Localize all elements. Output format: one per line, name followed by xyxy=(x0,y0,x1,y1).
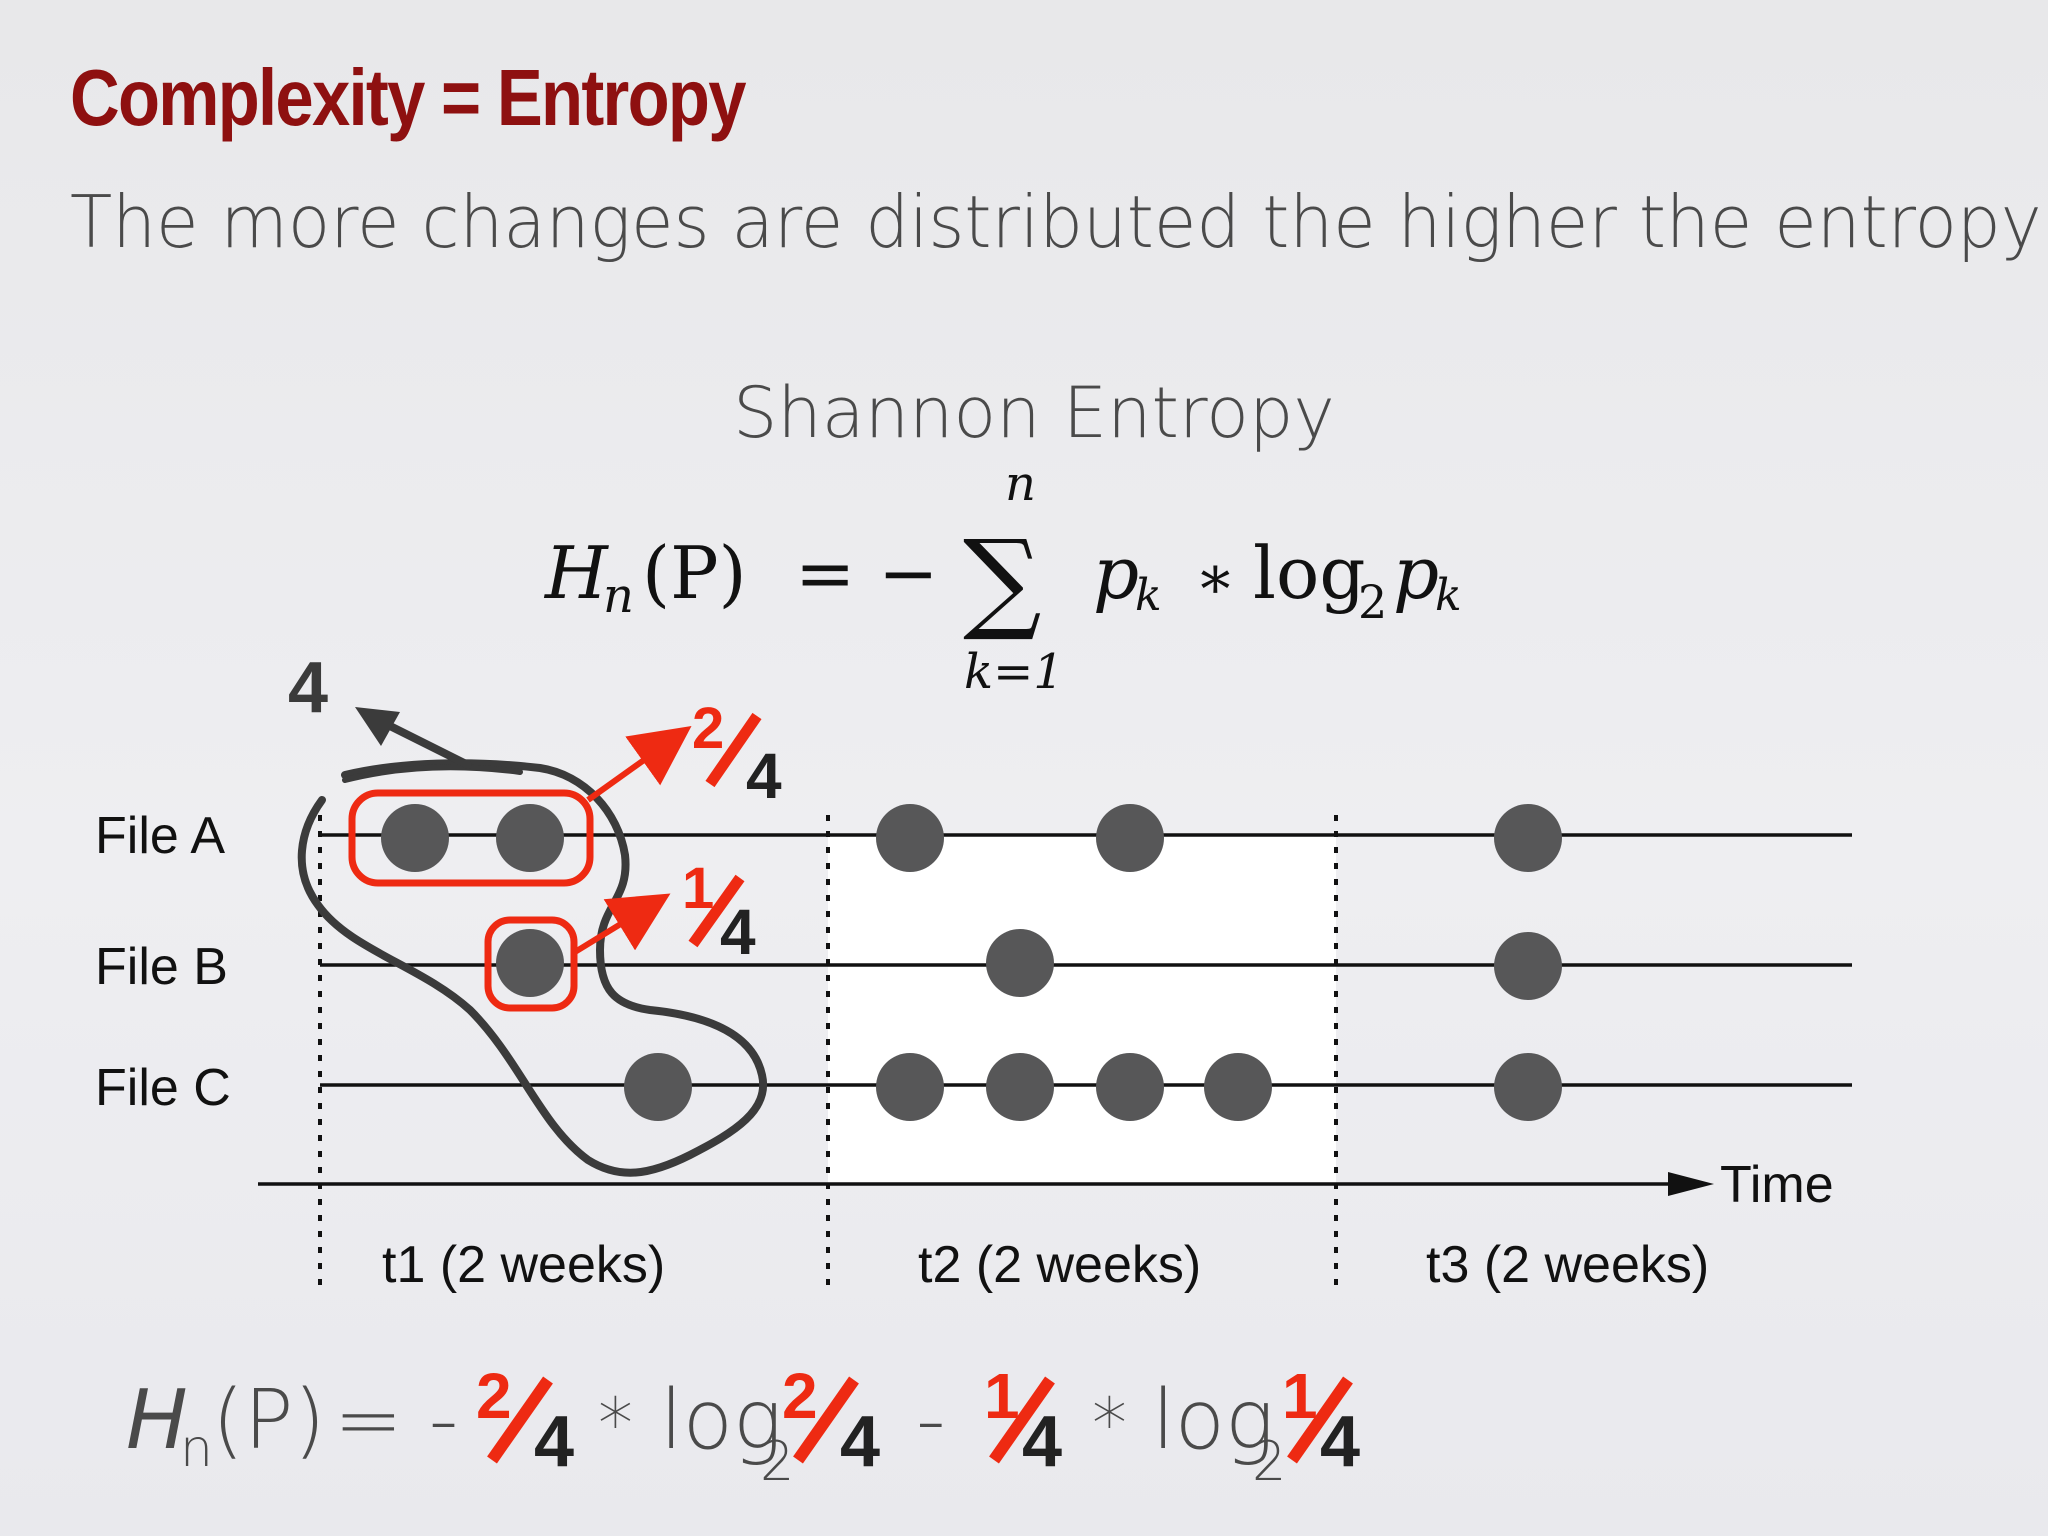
file-b-label: File B xyxy=(95,938,228,996)
change-dot-a-t3-1 xyxy=(1494,804,1562,872)
worked-term2b-den: 4 xyxy=(1320,1402,1360,1482)
formula-log: log xyxy=(1253,531,1365,615)
worked-term2-num: 1 xyxy=(984,1360,1020,1432)
formula-h: H xyxy=(543,531,609,615)
period-t2-label: t2 (2 weeks) xyxy=(918,1236,1201,1294)
worked-term2-slash xyxy=(989,1376,1055,1464)
worked-log-1: log xyxy=(660,1373,782,1468)
change-dot-c-t2-2 xyxy=(986,1053,1054,1121)
worked-equals: = - xyxy=(334,1373,458,1468)
fraction-a-numerator: 2 xyxy=(692,696,724,761)
worked-minus: - xyxy=(916,1373,946,1468)
file-a-label: File A xyxy=(95,807,225,865)
fraction-a-denominator: 4 xyxy=(746,740,782,812)
change-dot-b-t2-1 xyxy=(986,929,1054,997)
worked-args: (P) xyxy=(212,1373,325,1468)
fraction-a-slash xyxy=(705,712,762,788)
worked-term1-den: 4 xyxy=(534,1402,574,1482)
change-dot-c-t2-1 xyxy=(876,1053,944,1121)
formula-lower-limit: k=1 xyxy=(964,644,1064,700)
change-dot-c-t3-1 xyxy=(1494,1053,1562,1121)
formula-k2: k xyxy=(1435,570,1462,621)
worked-h-sub: n xyxy=(180,1419,213,1479)
file-b-share-arrow xyxy=(573,893,671,955)
worked-h: H xyxy=(126,1373,188,1468)
change-dot-c-t2-4 xyxy=(1204,1053,1272,1121)
worked-times-1: * xyxy=(598,1383,633,1465)
change-dot-a-t2-2 xyxy=(1096,804,1164,872)
formula-p2: p xyxy=(1393,531,1439,615)
worked-log-base-2: 2 xyxy=(1252,1430,1286,1493)
formula-heading: Shannon Entropy xyxy=(733,372,1335,454)
change-dot-a-t1-2 xyxy=(496,804,564,872)
period-t2-background xyxy=(828,835,1336,1184)
formula-args: (P) xyxy=(642,531,747,615)
worked-times-2: * xyxy=(1092,1383,1127,1465)
slide-subtitle: The more changes are distributed the hig… xyxy=(70,180,2042,264)
change-dot-b-t1-1 xyxy=(496,929,564,997)
worked-term2-den: 4 xyxy=(1022,1402,1062,1482)
file-a-share-fraction: 2 4 xyxy=(692,696,782,812)
period-t3-label: t3 (2 weeks) xyxy=(1426,1236,1709,1294)
period-t1-label: t1 (2 weeks) xyxy=(382,1236,665,1294)
formula-p1: p xyxy=(1093,531,1139,615)
formula-times: ∗ xyxy=(1195,543,1236,613)
worked-term2b-num: 1 xyxy=(1282,1360,1318,1432)
total-changes-label: 4 xyxy=(288,648,328,728)
total-pointer-arrowhead xyxy=(355,707,400,746)
worked-term1b-den: 4 xyxy=(840,1402,880,1482)
fraction-b-slash xyxy=(688,874,745,948)
file-b-share-fraction: 1 4 xyxy=(682,856,756,968)
formula-log-base: 2 xyxy=(1358,575,1387,629)
slide-title: Complexity = Entropy xyxy=(70,53,746,142)
fraction-b-numerator: 1 xyxy=(682,856,714,921)
worked-term1b-num: 2 xyxy=(782,1360,818,1432)
shannon-formula: H n (P) = − ∑ n k=1 p k ∗ log 2 p k xyxy=(543,456,1462,700)
total-pointer-line xyxy=(378,718,472,769)
formula-k1: k xyxy=(1135,570,1162,621)
t1-lasso-outline xyxy=(297,759,768,1177)
formula-sigma: ∑ xyxy=(963,516,1042,644)
file-a-t1-highlight xyxy=(348,789,594,887)
change-dot-a-t2-1 xyxy=(876,804,944,872)
change-dot-a-t1-1 xyxy=(381,804,449,872)
time-axis-arrowhead xyxy=(1668,1172,1714,1196)
t1-lasso-stroke xyxy=(342,764,523,783)
worked-log-2: log xyxy=(1152,1373,1274,1468)
worked-formula: H n (P) = - 2 4 * log 2 2 4 - 1 4 * log … xyxy=(126,1360,1360,1493)
worked-log-base-1: 2 xyxy=(760,1430,794,1493)
file-b-t1-highlight xyxy=(484,916,578,1012)
time-axis-label: Time xyxy=(1720,1156,1834,1214)
file-c-label: File C xyxy=(95,1059,231,1117)
change-dot-c-t2-3 xyxy=(1096,1053,1164,1121)
formula-equals-minus: = − xyxy=(795,531,939,615)
fraction-b-denominator: 4 xyxy=(720,896,756,968)
worked-term1b-slash xyxy=(793,1376,859,1464)
change-dot-b-t3-1 xyxy=(1494,932,1562,1000)
worked-term1-num: 2 xyxy=(476,1360,512,1432)
worked-term2b-slash xyxy=(1287,1376,1353,1464)
change-dot-c-t1-1 xyxy=(624,1053,692,1121)
formula-h-sub: n xyxy=(603,568,634,624)
file-a-share-arrow xyxy=(586,726,692,803)
worked-term1-slash xyxy=(487,1376,553,1464)
formula-upper-limit: n xyxy=(1005,456,1036,512)
